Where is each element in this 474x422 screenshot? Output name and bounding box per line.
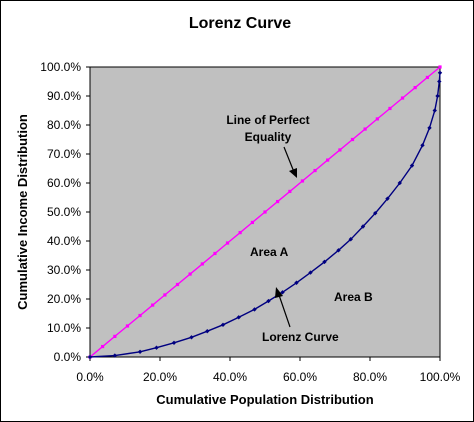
- series-marker-lorenz: [236, 315, 241, 320]
- y-axis: 0.0% 10.0% 20.0% 30.0% 40.0% 50.0% 60.0% 70.0% 8…: [40, 60, 90, 364]
- series-marker-lorenz: [360, 224, 366, 229]
- series-marker-equality: [200, 262, 204, 266]
- series-marker-equality: [425, 75, 429, 80]
- series-marker-lorenz: [435, 93, 440, 99]
- series-marker-equality: [438, 65, 442, 69]
- series-marker-equality: [326, 158, 330, 162]
- y-tick-label: 20.0%: [47, 292, 81, 306]
- annotation-equality-arrow: [283, 146, 295, 173]
- y-tick-label: 60.0%: [47, 176, 81, 190]
- x-tick-label: 0.0%: [76, 370, 104, 384]
- series-marker-lorenz: [336, 248, 341, 253]
- series-marker-equality: [113, 334, 117, 339]
- x-tick-label: 20.0%: [143, 370, 177, 384]
- x-axis-title: Cumulative Population Distribution: [156, 392, 373, 407]
- series-marker-equality: [125, 324, 130, 328]
- x-tick-label: 60.0%: [283, 370, 317, 384]
- series-marker-equality: [400, 96, 405, 100]
- annotation-lorenz: Lorenz Curve: [262, 330, 339, 344]
- series-marker-lorenz: [348, 237, 353, 242]
- series-marker-lorenz: [437, 79, 442, 84]
- series-marker-equality: [350, 137, 355, 142]
- series-marker-lorenz: [266, 298, 271, 304]
- series-marker-equality: [263, 210, 267, 214]
- series-marker-equality: [151, 303, 155, 307]
- series-marker-equality: [250, 220, 254, 225]
- series-marker-equality: [188, 272, 192, 276]
- series-marker-lorenz: [154, 345, 159, 350]
- x-tick-label: 80.0%: [353, 370, 387, 384]
- series-marker-equality: [413, 85, 417, 90]
- series-marker-lorenz: [373, 210, 378, 216]
- series-marker-lorenz: [322, 259, 327, 265]
- y-tick-label: 30.0%: [47, 263, 81, 277]
- series-marker-lorenz: [205, 328, 210, 334]
- series-marker-lorenz: [308, 270, 313, 275]
- y-tick-label: 0.0%: [54, 350, 82, 364]
- series-marker-lorenz: [280, 290, 285, 295]
- series-marker-lorenz: [252, 307, 257, 312]
- series-marker-lorenz: [171, 340, 177, 345]
- series-marker-lorenz: [87, 354, 93, 360]
- series-marker-equality: [101, 344, 105, 349]
- y-tick-label: 70.0%: [47, 147, 81, 161]
- y-tick-label: 40.0%: [47, 234, 81, 248]
- y-tick-label: 80.0%: [47, 118, 81, 132]
- y-tick-label: 90.0%: [47, 89, 81, 103]
- series-marker-lorenz: [427, 125, 432, 131]
- annotation-equality-line2: Equality: [245, 130, 292, 144]
- y-axis-title: Cumulative Income Distribution: [15, 114, 30, 310]
- annotation-equality-arrowhead: [289, 168, 297, 178]
- series-marker-equality: [288, 189, 292, 194]
- series-marker-equality: [338, 148, 342, 152]
- series-marker-lorenz: [420, 143, 425, 148]
- series-marker-lorenz: [294, 280, 299, 285]
- chart-title: Lorenz Curve: [189, 15, 291, 32]
- annotation-equality-line1: Line of Perfect: [226, 113, 309, 127]
- series-marker-equality: [276, 199, 280, 204]
- y-tick-label: 10.0%: [47, 321, 81, 335]
- series-marker-equality: [363, 127, 367, 131]
- series-marker-lorenz: [432, 108, 437, 113]
- series-marker-equality: [313, 168, 317, 173]
- series-marker-equality: [225, 241, 230, 245]
- series-marker-equality: [238, 230, 242, 235]
- series-marker-equality: [138, 313, 142, 318]
- series-marker-lorenz: [112, 353, 118, 358]
- series-marker-lorenz: [137, 349, 143, 354]
- series-marker-equality: [375, 117, 379, 121]
- series-line-lorenz: [89, 72, 441, 358]
- series-marker-lorenz: [220, 322, 226, 328]
- y-tick-label: 50.0%: [47, 205, 81, 219]
- annotation-area-a: Area A: [250, 245, 289, 259]
- x-tick-label: 100.0%: [420, 370, 461, 384]
- series-marker-equality: [388, 106, 392, 111]
- x-tick-label: 40.0%: [213, 370, 247, 384]
- series-marker-lorenz: [397, 180, 402, 186]
- series-marker-lorenz: [385, 196, 390, 201]
- series-layer: [87, 65, 443, 360]
- series-marker-lorenz: [409, 163, 415, 168]
- y-tick-label: 100.0%: [40, 60, 81, 74]
- series-marker-equality: [175, 282, 180, 287]
- series-marker-equality: [213, 251, 217, 256]
- annotation-lorenz-arrowhead: [275, 287, 283, 298]
- x-axis: 0.0% 20.0% 40.0% 60.0% 80.0% 100.0%: [76, 357, 461, 384]
- series-marker-equality: [300, 179, 305, 183]
- annotation-lorenz-arrow: [278, 294, 291, 328]
- series-marker-lorenz: [437, 70, 443, 75]
- annotation-area-b: Area B: [334, 290, 373, 304]
- series-marker-equality: [163, 293, 167, 297]
- series-marker-lorenz: [189, 335, 194, 340]
